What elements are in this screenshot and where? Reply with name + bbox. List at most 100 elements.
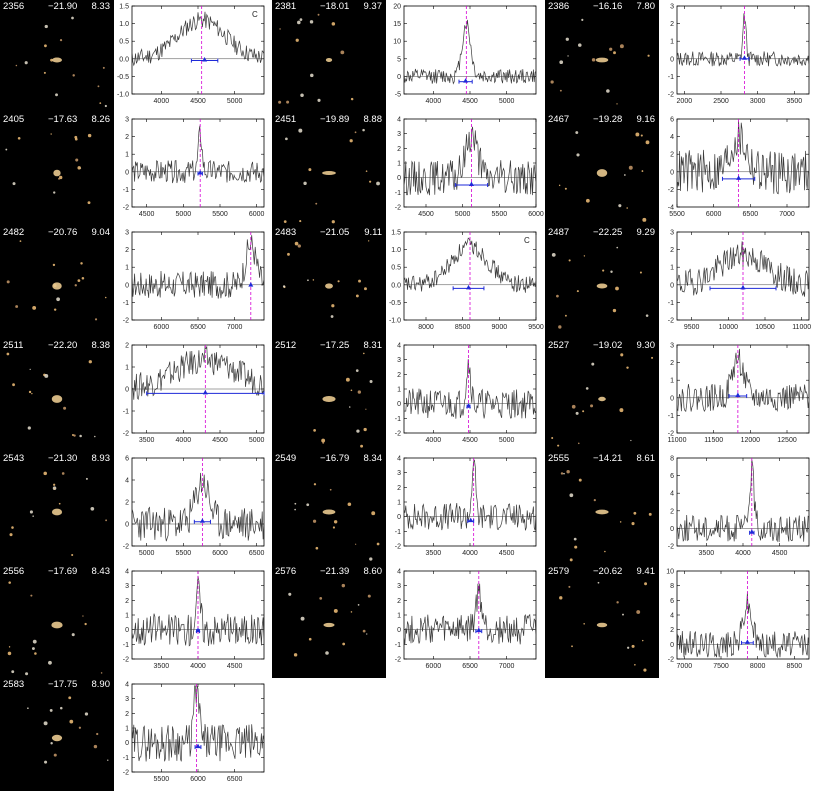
y-tick-label: 4 (670, 613, 674, 620)
galaxy-id-label: 2579 (548, 566, 570, 577)
x-tick-label: 5500 (212, 211, 228, 218)
star-dot (300, 93, 304, 97)
star-dot (97, 85, 100, 88)
plot-frame (131, 570, 265, 660)
star-dot (626, 366, 629, 369)
galaxy-image: 2583 −17.75 8.90 (0, 678, 114, 791)
star-dot (568, 585, 571, 588)
spectrum-line (676, 120, 810, 195)
y-tick-label: 0 (125, 169, 129, 176)
star-dot (282, 285, 286, 288)
spectrum-line (403, 126, 537, 196)
star-dot (63, 406, 67, 410)
y-tick-label: 2 (125, 598, 129, 605)
star-dot (330, 315, 334, 318)
star-dot (639, 271, 642, 274)
x-tick-label: 6000 (426, 663, 442, 670)
star-dot (75, 158, 79, 162)
star-dot (560, 472, 564, 475)
star-dot (94, 435, 96, 438)
star-dot (354, 131, 357, 134)
y-tick-label: -2 (123, 770, 129, 777)
star-dot (87, 133, 92, 138)
y-tick-label: 2 (125, 247, 129, 254)
star-dot (322, 441, 325, 444)
target-galaxy (322, 395, 336, 403)
x-tick-label: 3000 (750, 98, 766, 105)
star-dot (631, 644, 635, 648)
x-tick-label: 4500 (499, 550, 515, 557)
star-dot (365, 408, 367, 410)
log-mass-label: 8.34 (363, 453, 383, 464)
star-dot (321, 438, 326, 443)
y-tick-label: 2 (670, 247, 674, 254)
star-dot (642, 639, 644, 642)
y-tick-label: -4 (668, 205, 674, 212)
star-dot (84, 712, 89, 716)
target-galaxy (322, 170, 336, 176)
spectrum-plot: -4 -2 0 2 4 6 5500 6000 6500 7000 (659, 113, 817, 226)
star-dot (602, 269, 605, 272)
star-dot (44, 24, 48, 29)
center-point (744, 639, 750, 644)
y-tick-label: 0 (670, 56, 674, 63)
log-mass-label: 9.04 (91, 227, 111, 238)
y-tick-label: -2 (123, 205, 129, 212)
galaxy-id-label: 2356 (3, 1, 25, 12)
target-galaxy (596, 169, 608, 177)
star-dot (319, 597, 323, 600)
y-tick-label: 2 (670, 152, 674, 159)
y-tick-label: 1 (397, 161, 401, 168)
log-mass-label: 8.31 (363, 340, 383, 351)
galaxy-panel: 2467 −19.28 9.16 -4 -2 0 2 4 6 5500 6000 6500 7000 (545, 113, 817, 226)
y-tick-label: -2 (668, 657, 674, 664)
x-tick-label: 4500 (212, 437, 228, 444)
x-tick-label: 5000 (499, 437, 515, 444)
y-tick-label: 1.0 (119, 21, 129, 28)
star-dot (6, 352, 10, 356)
x-tick-label: 5000 (227, 98, 243, 105)
spectrum-line (131, 235, 265, 299)
galaxy-panel: 2556 −17.69 8.43 -2 -1 0 1 2 3 4 3500 4000 4500 (0, 565, 272, 678)
star-dot (568, 259, 571, 262)
spectrum-plot: -2 -1 0 1 2 3 11000 11500 12000 12500 (659, 339, 817, 452)
star-dot (88, 360, 92, 364)
plot-frame (403, 118, 537, 208)
x-tick-label: 6000 (190, 776, 206, 783)
star-dot (306, 503, 310, 507)
galaxy-id-label: 2487 (548, 227, 570, 238)
star-dot (643, 668, 647, 672)
star-dot (104, 296, 107, 299)
star-dot (558, 325, 562, 329)
target-galaxy (51, 508, 63, 516)
x-tick-label: 5000 (249, 437, 265, 444)
star-dot (24, 61, 28, 65)
star-dot (50, 133, 52, 135)
galaxy-image: 2487 −22.25 9.29 (545, 226, 659, 339)
x-tick-label: 5000 (176, 211, 192, 218)
star-dot (298, 128, 303, 133)
y-tick-label: 4 (397, 456, 401, 463)
y-tick-label: 3 (670, 4, 674, 11)
star-dot (362, 352, 365, 355)
y-tick-label: -2 (123, 318, 129, 325)
log-mass-label: 8.43 (91, 566, 111, 577)
x-tick-label: 10500 (755, 324, 775, 331)
star-dot (294, 241, 299, 246)
absolute-magnitude-label: −17.63 (48, 114, 78, 125)
star-dot (28, 390, 32, 394)
star-dot (644, 582, 648, 586)
galaxy-id-label: 2576 (275, 566, 297, 577)
star-dot (369, 180, 372, 183)
star-dot (312, 519, 317, 523)
star-dot (647, 54, 650, 57)
star-dot (349, 139, 353, 143)
star-dot (362, 629, 366, 633)
y-tick-label: -2 (668, 431, 674, 438)
x-tick-label: 12000 (741, 437, 761, 444)
galaxy-image: 2451 −19.89 8.88 (272, 113, 386, 226)
star-dot (96, 732, 99, 736)
galaxy-image: 2386 −16.16 7.80 (545, 0, 659, 113)
star-dot (331, 22, 336, 26)
star-dot (636, 610, 641, 614)
